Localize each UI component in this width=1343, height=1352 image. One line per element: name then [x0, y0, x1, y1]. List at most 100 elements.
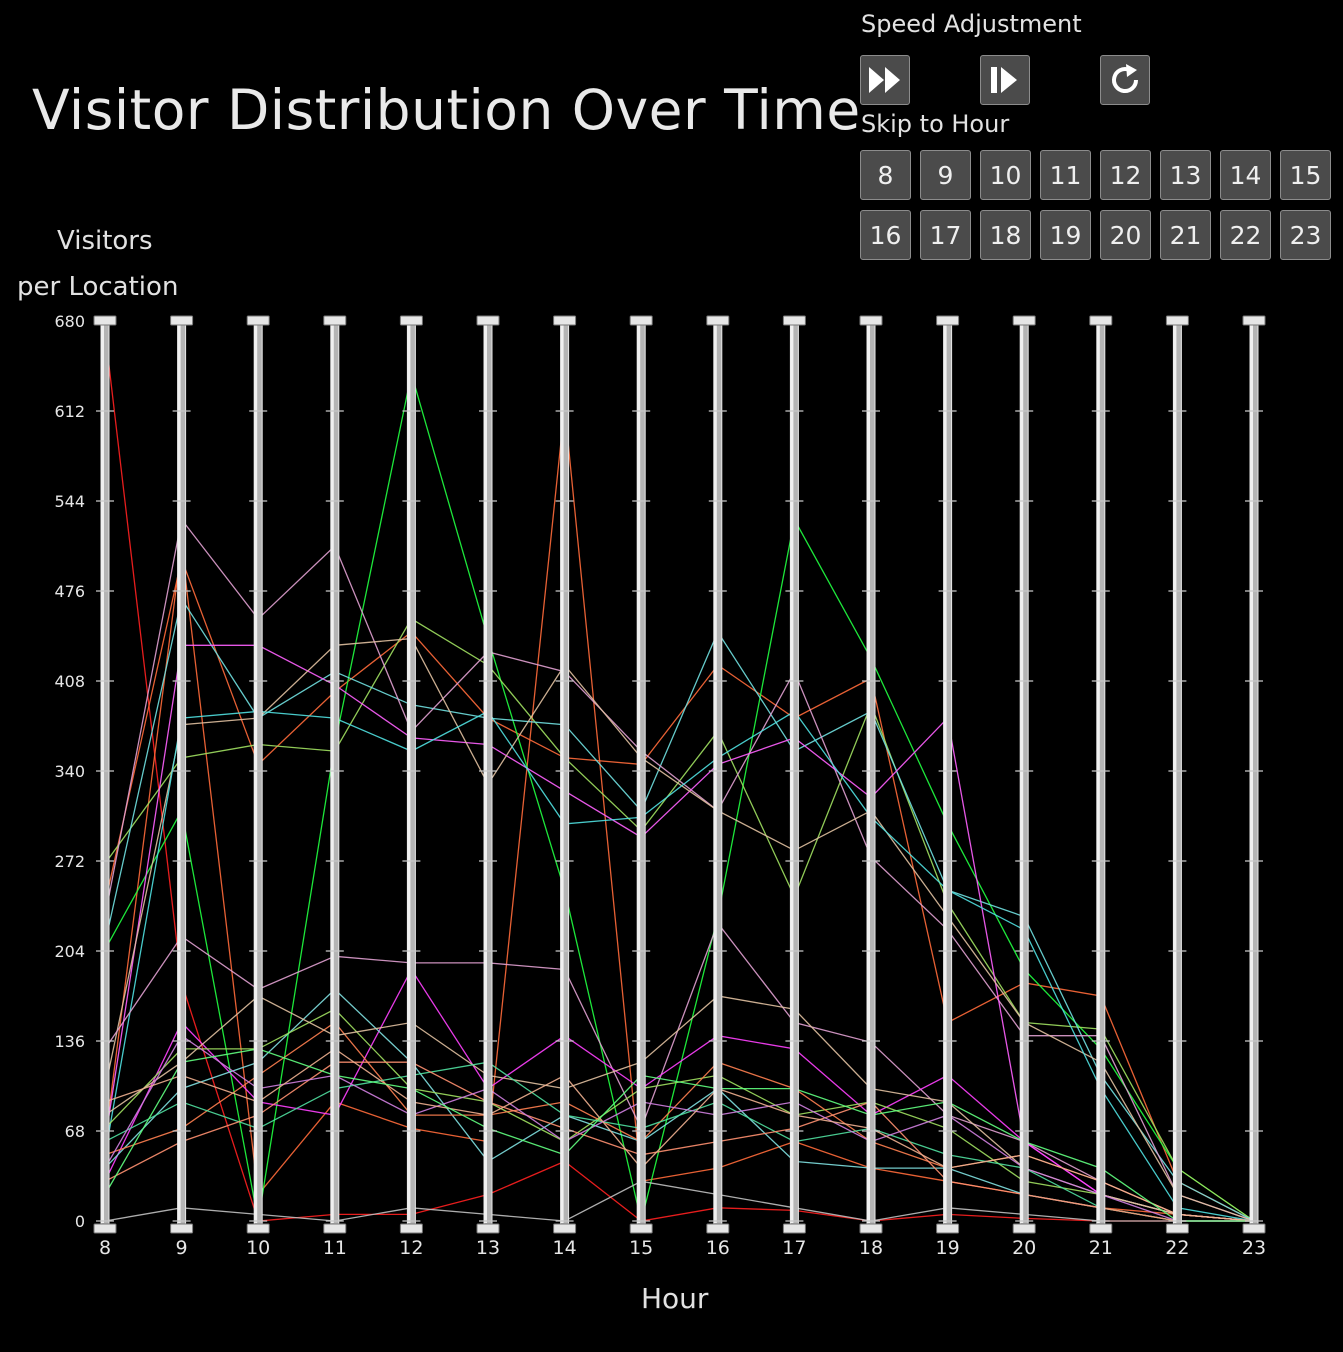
parallel-line-chart: 8 9 10 11 12 13 14 15 16 17 18 19 20 21 22 23 0 68 136 204 2…: [54, 312, 1266, 1259]
hour-button-18[interactable]: 18: [980, 210, 1031, 260]
axis-top-handle[interactable]: [93, 315, 117, 326]
axis-bottom-handle[interactable]: [553, 1223, 577, 1234]
y-tick-label: 68: [65, 1122, 85, 1141]
axis-top-handle[interactable]: [782, 315, 806, 326]
fast-forward-button[interactable]: [860, 55, 910, 105]
hour-axis-22[interactable]: 22: [1165, 315, 1189, 1259]
hour-axis-13[interactable]: 13: [476, 315, 500, 1259]
hour-axis-10[interactable]: 10: [246, 315, 270, 1259]
hour-button-11[interactable]: 11: [1040, 150, 1091, 200]
x-tick-label: 23: [1242, 1237, 1266, 1259]
axis-top-handle[interactable]: [1242, 315, 1266, 326]
axis-top-handle[interactable]: [170, 315, 194, 326]
axis-bar-highlight: [484, 323, 487, 1223]
series-lines: [104, 331, 1255, 1222]
series-line-21: [104, 1048, 1254, 1222]
hour-axis-17[interactable]: 17: [782, 315, 806, 1259]
x-tick-label: 20: [1012, 1237, 1036, 1259]
hour-button-16[interactable]: 16: [860, 210, 911, 260]
axis-bottom-handle[interactable]: [706, 1223, 730, 1234]
hour-button-9[interactable]: 9: [920, 150, 971, 200]
series-line-11: [104, 968, 1255, 1222]
axis-bar-highlight: [867, 323, 870, 1223]
axis-bottom-handle[interactable]: [1242, 1223, 1266, 1234]
axis-top-handle[interactable]: [399, 315, 423, 326]
axis-top-handle[interactable]: [323, 315, 347, 326]
series-line-9: [104, 710, 1255, 1222]
axis-top-handle[interactable]: [1012, 315, 1036, 326]
axis-bottom-handle[interactable]: [782, 1223, 806, 1234]
hour-axis-12[interactable]: 12: [399, 315, 423, 1259]
hour-button-20[interactable]: 20: [1100, 210, 1151, 260]
axis-top-handle[interactable]: [936, 315, 960, 326]
series-line-20: [104, 1048, 1255, 1222]
axis-bottom-handle[interactable]: [1165, 1223, 1189, 1234]
x-tick-label: 19: [936, 1237, 960, 1259]
axis-bar-highlight: [1250, 323, 1253, 1223]
hour-axis-8[interactable]: 8: [93, 315, 117, 1259]
x-tick-label: 17: [782, 1237, 806, 1259]
reset-button[interactable]: [1100, 55, 1150, 105]
hour-button-22[interactable]: 22: [1220, 210, 1271, 260]
hour-button-17[interactable]: 17: [920, 210, 971, 260]
axis-bottom-handle[interactable]: [246, 1223, 270, 1234]
hour-axis-16[interactable]: 16: [706, 315, 730, 1259]
x-tick-label: 11: [323, 1237, 347, 1259]
x-tick-label: 14: [553, 1237, 577, 1259]
axis-bottom-handle[interactable]: [93, 1223, 117, 1234]
hour-axis-20[interactable]: 20: [1012, 315, 1036, 1259]
hour-button-8[interactable]: 8: [860, 150, 911, 200]
axis-bottom-handle[interactable]: [859, 1223, 883, 1234]
axis-bar-highlight: [637, 323, 641, 1223]
axis-bar-highlight: [254, 323, 258, 1223]
series-line-16: [104, 1180, 1254, 1222]
speed-adjustment-label: Speed Adjustment: [861, 10, 1082, 38]
hour-axes: 8 9 10 11 12 13 14 15 16 17 18 19 20 21 22 23: [93, 315, 1266, 1259]
axis-bottom-handle[interactable]: [476, 1223, 500, 1234]
hour-axis-14[interactable]: 14: [553, 315, 577, 1259]
axis-top-handle[interactable]: [476, 315, 500, 326]
hour-button-10[interactable]: 10: [980, 150, 1031, 200]
axis-bottom-handle[interactable]: [1089, 1223, 1113, 1234]
axis-bottom-handle[interactable]: [323, 1223, 347, 1234]
y-tick-label: 476: [54, 582, 85, 601]
y-tick-label: 612: [54, 402, 85, 421]
hour-button-23[interactable]: 23: [1280, 210, 1331, 260]
y-axis-label-line1: Visitors: [57, 226, 153, 256]
axis-top-handle[interactable]: [553, 315, 577, 326]
axis-top-handle[interactable]: [1165, 315, 1189, 326]
x-tick-label: 12: [399, 1237, 423, 1259]
axis-top-handle[interactable]: [629, 315, 653, 326]
y-axis-label-line2: per Location: [17, 272, 179, 302]
axis-bottom-handle[interactable]: [170, 1223, 194, 1234]
hour-axis-15[interactable]: 15: [629, 315, 653, 1259]
hour-button-13[interactable]: 13: [1160, 150, 1211, 200]
axis-top-handle[interactable]: [1089, 315, 1113, 326]
hour-button-19[interactable]: 19: [1040, 210, 1091, 260]
axis-bottom-handle[interactable]: [1012, 1223, 1036, 1234]
x-tick-label: 8: [99, 1237, 111, 1259]
series-line-17: [104, 1061, 1254, 1222]
hour-axis-21[interactable]: 21: [1089, 315, 1113, 1259]
step-forward-button[interactable]: [980, 55, 1030, 105]
hour-button-12[interactable]: 12: [1100, 150, 1151, 200]
y-tick-label: 0: [75, 1212, 85, 1231]
hour-axis-11[interactable]: 11: [323, 315, 347, 1259]
hour-axis-18[interactable]: 18: [859, 315, 883, 1259]
hour-axis-19[interactable]: 19: [936, 315, 960, 1259]
axis-bottom-handle[interactable]: [936, 1223, 960, 1234]
axis-top-handle[interactable]: [246, 315, 270, 326]
axis-bar-highlight: [713, 323, 717, 1223]
axis-bottom-handle[interactable]: [629, 1223, 653, 1234]
axis-bottom-handle[interactable]: [399, 1223, 423, 1234]
axis-top-handle[interactable]: [859, 315, 883, 326]
hour-button-21[interactable]: 21: [1160, 210, 1211, 260]
x-tick-label: 15: [629, 1237, 653, 1259]
hour-button-14[interactable]: 14: [1220, 150, 1271, 200]
axis-top-handle[interactable]: [706, 315, 730, 326]
x-tick-label: 10: [246, 1237, 270, 1259]
hour-axis-9[interactable]: 9: [170, 315, 194, 1259]
hour-axis-23[interactable]: 23: [1242, 315, 1266, 1259]
series-line-5: [104, 597, 1255, 1222]
hour-button-15[interactable]: 15: [1280, 150, 1331, 200]
